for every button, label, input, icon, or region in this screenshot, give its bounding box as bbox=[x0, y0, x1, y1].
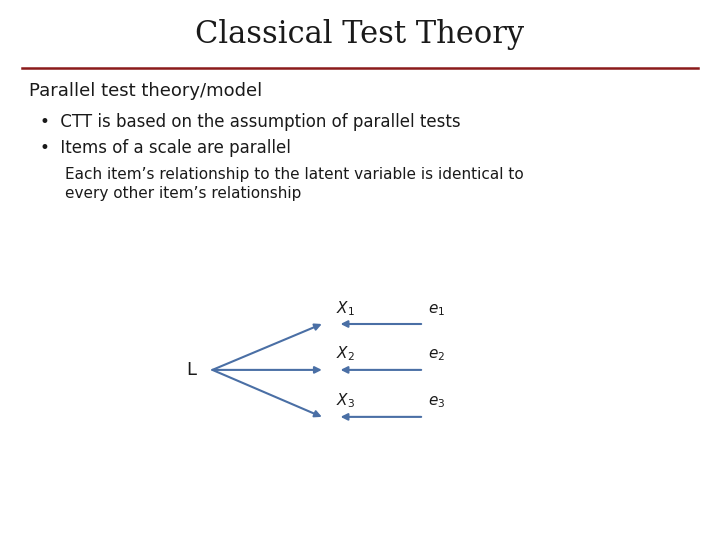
Text: $e_1$: $e_1$ bbox=[428, 302, 446, 318]
Text: Each item’s relationship to the latent variable is identical to: Each item’s relationship to the latent v… bbox=[65, 167, 523, 183]
Text: $e_3$: $e_3$ bbox=[428, 395, 446, 410]
Text: Classical Test Theory: Classical Test Theory bbox=[195, 19, 525, 50]
Text: L: L bbox=[186, 361, 197, 379]
Text: •  CTT is based on the assumption of parallel tests: • CTT is based on the assumption of para… bbox=[40, 113, 460, 131]
Text: every other item’s relationship: every other item’s relationship bbox=[65, 186, 301, 201]
Text: $X_3$: $X_3$ bbox=[336, 392, 355, 410]
Text: $e_2$: $e_2$ bbox=[428, 348, 446, 363]
Text: $X_1$: $X_1$ bbox=[336, 299, 355, 318]
Text: $X_2$: $X_2$ bbox=[336, 345, 355, 363]
Text: •  Items of a scale are parallel: • Items of a scale are parallel bbox=[40, 139, 290, 157]
Text: Parallel test theory/model: Parallel test theory/model bbox=[29, 82, 262, 100]
